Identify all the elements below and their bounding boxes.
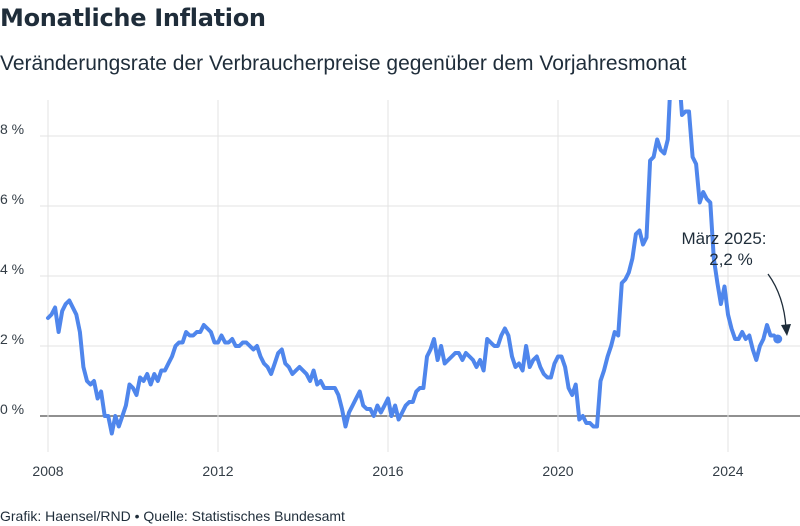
- x-tick-label: 2008: [32, 463, 63, 479]
- annotation-label-line-1: März 2025:: [681, 229, 766, 248]
- annotation-arrow: [767, 273, 787, 329]
- latest-point-marker: [773, 334, 783, 344]
- grid-lines: [40, 100, 800, 452]
- y-tick-label: 6 %: [0, 191, 24, 207]
- chart-subtitle: Veränderungsrate der Verbraucherpreise g…: [0, 52, 687, 75]
- axis-labels: 0 % 2 % 4 % 6 % 8 % 2008 2012 2016 2020 2024: [0, 121, 744, 479]
- annotation-label-line-2: 2,2 %: [709, 250, 752, 269]
- y-tick-label: 8 %: [0, 121, 24, 137]
- y-tick-label: 0 %: [0, 401, 24, 417]
- line-chart: 0 % 2 % 4 % 6 % 8 % 2008 2012 2016 2020 2024 März…: [0, 100, 800, 479]
- annotation: März 2025: 2,2 %: [681, 229, 791, 336]
- inflation-series-line: [46, 100, 780, 436]
- x-tick-label: 2012: [202, 463, 233, 479]
- y-tick-label: 2 %: [0, 331, 24, 347]
- x-tick-label: 2016: [372, 463, 403, 479]
- x-tick-label: 2020: [542, 463, 573, 479]
- y-tick-label: 4 %: [0, 261, 24, 277]
- footer-credit: Grafik: Haensel/RND • Quelle: Statistisc…: [0, 508, 345, 524]
- chart-title: Monatliche Inflation: [0, 4, 266, 32]
- x-tick-label: 2024: [712, 463, 743, 479]
- annotation-arrowhead: [781, 324, 791, 336]
- data-series: [46, 100, 783, 436]
